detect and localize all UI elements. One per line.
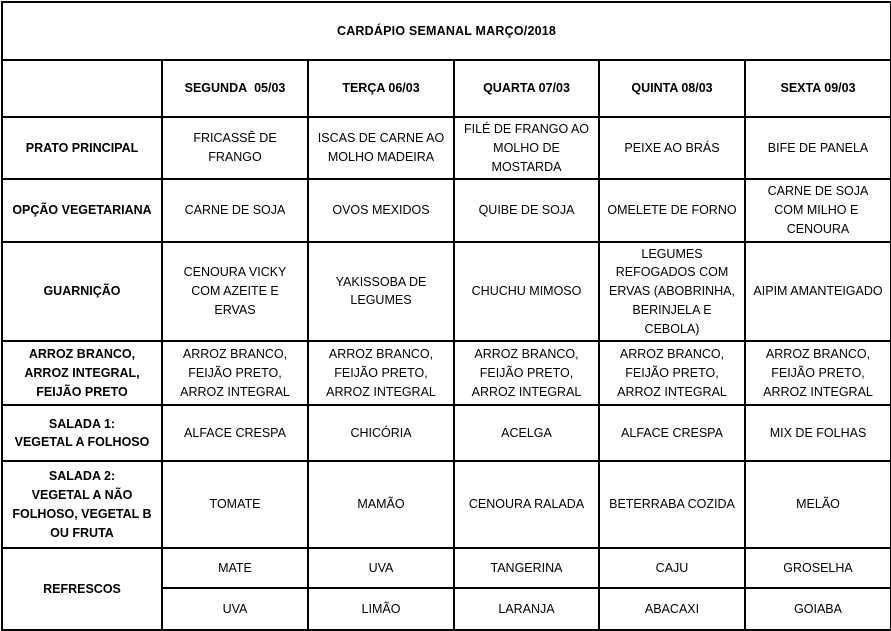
- day-header-segunda: SEGUNDA 05/03: [161, 59, 309, 118]
- menu-cell: TOMATE: [161, 460, 309, 550]
- menu-cell: ARROZ BRANCO, FEIJÃO PRETO, ARROZ INTEGR…: [743, 340, 891, 407]
- menu-cell: CHUCHU MIMOSO: [453, 240, 600, 343]
- row-label-salada-2: SALADA 2: VEGETAL A NÃO FOLHOSO, VEGETAL…: [1, 460, 163, 550]
- day-header-quarta: QUARTA 07/03: [453, 59, 600, 118]
- menu-cell: ISCAS DE CARNE AO MOLHO MADEIRA: [307, 115, 455, 181]
- menu-cell: MAMÃO: [307, 460, 455, 550]
- table-row-salada-2: SALADA 2: VEGETAL A NÃO FOLHOSO, VEGETAL…: [1, 460, 891, 550]
- menu-cell: ARROZ BRANCO, FEIJÃO PRETO, ARROZ INTEGR…: [307, 340, 455, 407]
- menu-cell: UVA: [161, 587, 309, 631]
- menu-cell: ARROZ BRANCO, FEIJÃO PRETO, ARROZ INTEGR…: [598, 340, 746, 407]
- menu-cell: LIMÃO: [307, 587, 455, 631]
- menu-cell: LEGUMES REFOGADOS COM ERVAS (ABOBRINHA, …: [598, 240, 746, 343]
- table-row-refrescos-1: REFRESCOS MATE UVA TANGERINA CAJU GROSEL…: [1, 547, 891, 631]
- menu-cell: CARNE DE SOJA COM MILHO E CENOURA: [743, 178, 891, 243]
- menu-cell: ALFACE CRESPA: [598, 404, 746, 463]
- menu-cell: FRICASSÊ DE FRANGO: [161, 115, 309, 181]
- menu-cell: BETERRABA COZIDA: [598, 460, 746, 550]
- menu-cell: UVA: [307, 547, 455, 590]
- menu-cell: PEIXE AO BRÁS: [598, 115, 746, 181]
- menu-cell: OMELETE DE FORNO: [598, 178, 746, 243]
- menu-cell: CARNE DE SOJA: [161, 178, 309, 243]
- row-label-prato-principal: PRATO PRINCIPAL: [1, 115, 163, 181]
- table-row-opcao-vegetariana: OPÇÃO VEGETARIANA CARNE DE SOJA OVOS MEX…: [1, 178, 891, 243]
- row-label-refrescos: REFRESCOS: [1, 547, 163, 631]
- menu-cell: MATE: [161, 547, 309, 590]
- menu-cell: ARROZ BRANCO, FEIJÃO PRETO, ARROZ INTEGR…: [453, 340, 600, 407]
- row-label-salada-1: SALADA 1: VEGETAL A FOLHOSO: [1, 404, 163, 463]
- menu-cell: CHICÓRIA: [307, 404, 455, 463]
- table-row-salada-1: SALADA 1: VEGETAL A FOLHOSO ALFACE CRESP…: [1, 404, 891, 463]
- table-row-prato-principal: PRATO PRINCIPAL FRICASSÊ DE FRANGO ISCAS…: [1, 115, 891, 181]
- menu-cell: CENOURA RALADA: [453, 460, 600, 550]
- menu-cell: ACELGA: [453, 404, 600, 463]
- table-row-guarnicao: GUARNIÇÃO CENOURA VICKY COM AZEITE E ERV…: [1, 240, 891, 343]
- menu-cell: OVOS MEXIDOS: [307, 178, 455, 243]
- menu-cell: MELÃO: [743, 460, 891, 550]
- menu-cell: CENOURA VICKY COM AZEITE E ERVAS: [161, 240, 309, 343]
- row-label-opcao-vegetariana: OPÇÃO VEGETARIANA: [1, 178, 163, 243]
- menu-cell: YAKISSOBA DE LEGUMES: [307, 240, 455, 343]
- menu-cell: AIPIM AMANTEIGADO: [743, 240, 891, 343]
- menu-cell: GROSELHA: [743, 547, 891, 590]
- page-title: CARDÁPIO SEMANAL MARÇO/2018: [0, 1, 891, 61]
- menu-cell: FILÉ DE FRANGO AO MOLHO DE MOSTARDA: [453, 115, 600, 181]
- menu-cell: ARROZ BRANCO, FEIJÃO PRETO, ARROZ INTEGR…: [161, 340, 309, 407]
- corner-cell: [1, 59, 163, 118]
- menu-cell: ALFACE CRESPA: [161, 404, 309, 463]
- day-header-sexta: SEXTA 09/03: [743, 59, 891, 118]
- menu-cell: GOIABA: [743, 587, 891, 631]
- menu-cell: TANGERINA: [453, 547, 600, 590]
- table-row-arroz-feijao: ARROZ BRANCO, ARROZ INTEGRAL, FEIJÃO PRE…: [1, 340, 891, 407]
- menu-cell: CAJU: [598, 547, 746, 590]
- row-label-arroz-feijao: ARROZ BRANCO, ARROZ INTEGRAL, FEIJÃO PRE…: [1, 340, 163, 407]
- menu-cell: BIFE DE PANELA: [743, 115, 891, 181]
- day-header-quinta: QUINTA 08/03: [598, 59, 746, 118]
- menu-cell: LARANJA: [453, 587, 600, 631]
- menu-cell: QUIBE DE SOJA: [453, 178, 600, 243]
- menu-cell: MIX DE FOLHAS: [743, 404, 891, 463]
- row-label-guarnicao: GUARNIÇÃO: [1, 240, 163, 343]
- menu-cell: ABACAXI: [598, 587, 746, 631]
- day-header-terca: TERÇA 06/03: [307, 59, 455, 118]
